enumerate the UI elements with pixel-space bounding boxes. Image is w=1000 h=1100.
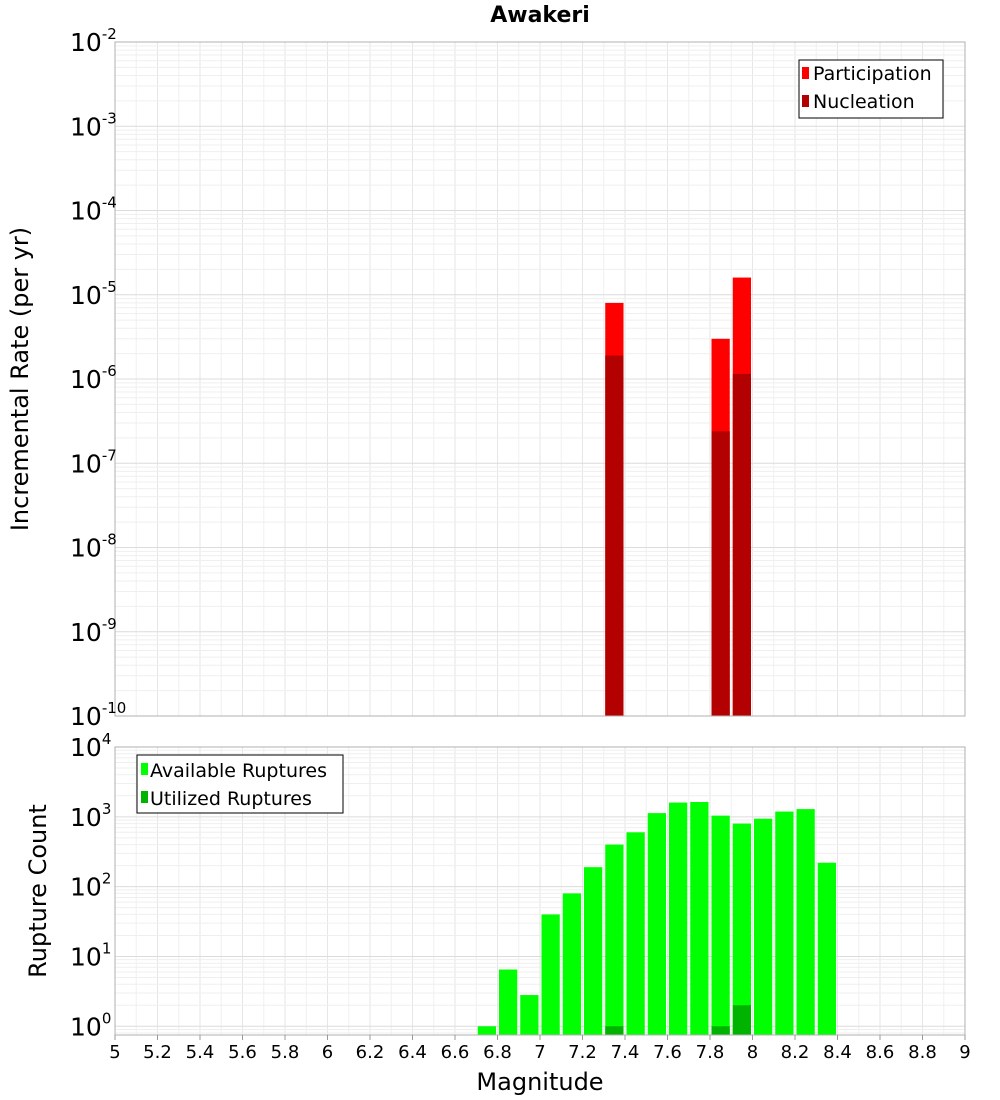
x-tick-label: 8 bbox=[747, 1042, 758, 1063]
x-tick-label: 8.6 bbox=[866, 1042, 895, 1063]
x-tick-label: 5.8 bbox=[271, 1042, 300, 1063]
top-bars bbox=[605, 277, 751, 716]
bar-available-7.65 bbox=[669, 802, 688, 1035]
top-grid bbox=[114, 41, 966, 717]
bar-utilized-7.35 bbox=[605, 1026, 624, 1035]
y-tick-label: 10-2 bbox=[70, 25, 117, 57]
x-tick-label: 7.6 bbox=[653, 1042, 682, 1063]
legend-label-nucleation: Nucleation bbox=[813, 91, 915, 113]
x-tick-label: 7 bbox=[534, 1042, 545, 1063]
bottom-bars bbox=[477, 802, 836, 1035]
x-tick-label: 5.6 bbox=[228, 1042, 257, 1063]
bar-available-7.45 bbox=[626, 832, 645, 1035]
bar-available-6.95 bbox=[520, 995, 539, 1035]
legend-swatch-participation bbox=[802, 67, 809, 79]
bar-available-6.75 bbox=[477, 1026, 496, 1035]
bar-available-7.25 bbox=[584, 867, 603, 1035]
bar-utilized-7.85 bbox=[711, 1026, 730, 1035]
top-plot-border bbox=[114, 41, 966, 717]
legend-swatch-utilized bbox=[141, 791, 148, 803]
x-tick-label: 7.2 bbox=[568, 1042, 597, 1063]
x-tick-label: 5 bbox=[109, 1042, 120, 1063]
bar-available-7.95 bbox=[732, 823, 751, 1035]
bar-available-8.35 bbox=[817, 862, 836, 1035]
bottom-legend: Available Ruptures Utilized Ruptures bbox=[136, 754, 344, 814]
bar-available-6.85 bbox=[499, 969, 518, 1035]
legend-label-participation: Participation bbox=[813, 63, 932, 85]
bar-available-7.75 bbox=[690, 802, 709, 1035]
legend-label-available: Available Ruptures bbox=[150, 760, 327, 782]
x-tick-label: 5.2 bbox=[143, 1042, 172, 1063]
x-axis-label: Magnitude bbox=[476, 1068, 603, 1096]
bar-nucleation-7.95 bbox=[732, 373, 751, 716]
bar-available-7.85 bbox=[711, 815, 730, 1035]
x-tick-label: 8.8 bbox=[908, 1042, 937, 1063]
y-tick-label: 10-9 bbox=[70, 615, 117, 647]
chart-title: Awakeri bbox=[490, 3, 590, 28]
bottom-x-ticks: 5 5.2 5.4 5.6 5.8 6 6.2 6.4 6.6 6.8 7 7.2 7.4 7.6 7.8 8… bbox=[109, 1035, 971, 1063]
legend-label-utilized: Utilized Ruptures bbox=[150, 788, 312, 810]
bottom-legend-box bbox=[136, 754, 344, 814]
bar-utilized-7.95 bbox=[732, 1005, 751, 1035]
legend-swatch-available bbox=[141, 763, 148, 775]
x-tick-label: 7.8 bbox=[696, 1042, 725, 1063]
bar-available-7.15 bbox=[562, 893, 581, 1035]
bottom-y-axis-label: Rupture Count bbox=[24, 804, 52, 978]
bar-nucleation-7.85 bbox=[711, 431, 730, 716]
x-tick-label: 7.4 bbox=[611, 1042, 640, 1063]
x-tick-label: 6.6 bbox=[441, 1042, 470, 1063]
x-tick-label: 5.4 bbox=[186, 1042, 215, 1063]
top-legend: Participation Nucleation bbox=[798, 59, 944, 119]
bar-nucleation-7.35 bbox=[605, 355, 624, 716]
bar-available-7.35 bbox=[605, 844, 624, 1035]
bar-available-8.05 bbox=[754, 818, 773, 1035]
bar-available-8.25 bbox=[796, 809, 815, 1035]
bar-available-8.15 bbox=[775, 811, 794, 1035]
bar-available-7.05 bbox=[541, 914, 560, 1035]
y-tick-label: 10-10 bbox=[70, 699, 126, 731]
x-tick-label: 6.8 bbox=[483, 1042, 512, 1063]
x-tick-label: 8.4 bbox=[823, 1042, 852, 1063]
legend-swatch-nucleation bbox=[802, 95, 809, 107]
top-legend-box bbox=[798, 59, 944, 119]
x-tick-label: 8.2 bbox=[781, 1042, 810, 1063]
top-y-axis-label: Incremental Rate (per yr) bbox=[6, 227, 34, 531]
x-tick-label: 6 bbox=[322, 1042, 333, 1063]
x-tick-label: 9 bbox=[959, 1042, 970, 1063]
x-tick-label: 6.4 bbox=[398, 1042, 427, 1063]
bar-available-7.55 bbox=[647, 813, 666, 1035]
x-tick-label: 6.2 bbox=[356, 1042, 385, 1063]
